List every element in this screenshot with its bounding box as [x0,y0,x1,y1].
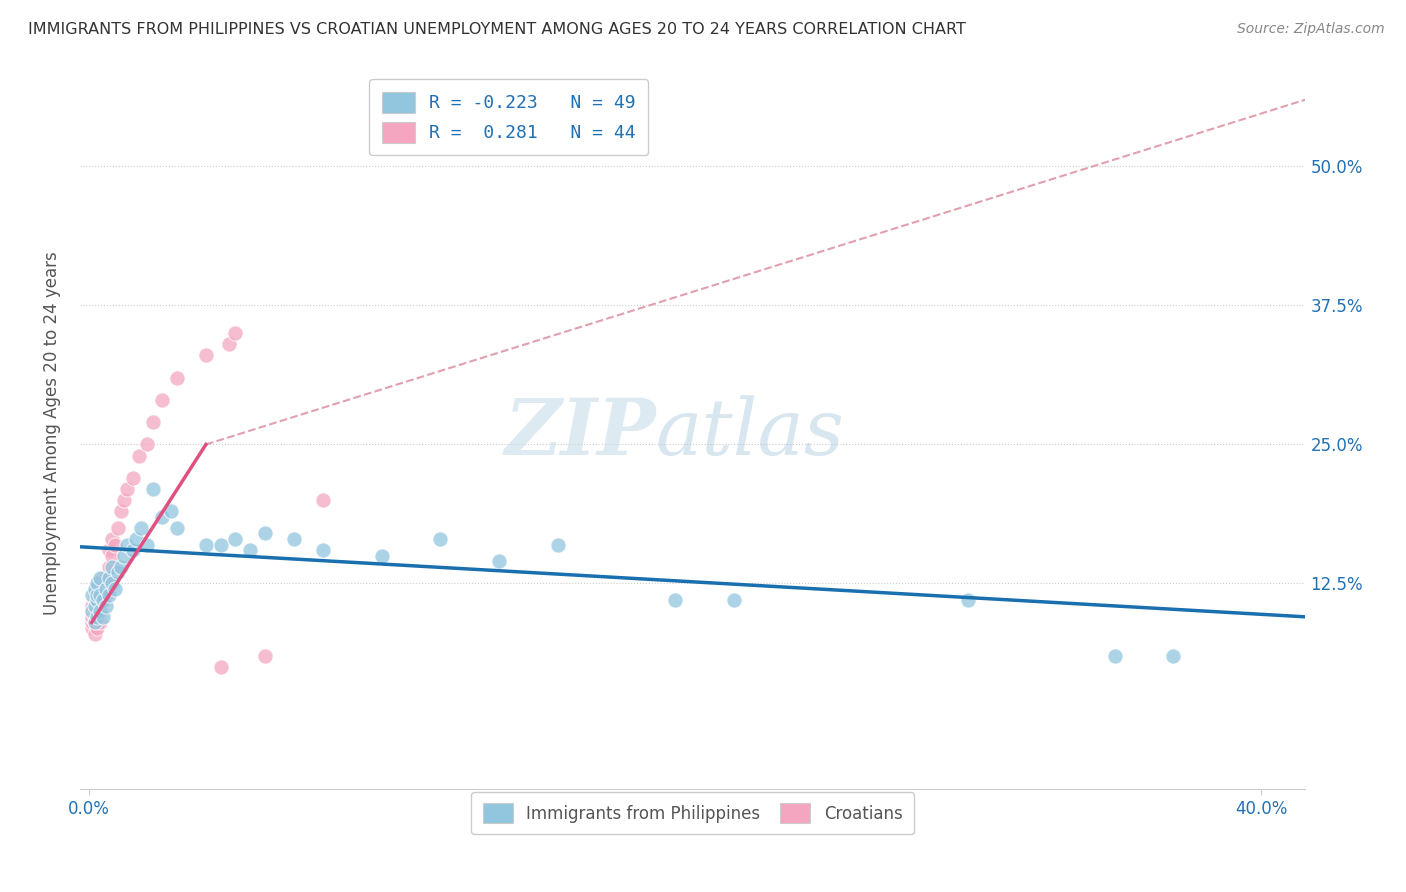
Point [104,582,127,596]
Point [80,610,103,624]
Point [121,471,143,485]
Point [86,588,108,602]
Point [83,593,105,607]
Point [283,532,305,546]
Point [80,604,103,618]
Point [312,493,335,508]
Point [98,559,121,574]
Point [101,576,124,591]
Point [166,370,188,384]
Point [86,582,108,596]
Text: IMMIGRANTS FROM PHILIPPINES VS CROATIAN UNEMPLOYMENT AMONG AGES 20 TO 24 YEARS C: IMMIGRANTS FROM PHILIPPINES VS CROATIAN … [28,22,966,37]
Y-axis label: Unemployment Among Ages 20 to 24 years: Unemployment Among Ages 20 to 24 years [44,252,60,615]
Point [89,588,111,602]
Point [101,549,124,563]
Point [83,610,105,624]
Point [86,621,108,635]
Point [83,604,105,618]
Point [89,615,111,630]
Point [110,559,132,574]
Point [96,588,118,602]
Point [86,593,108,607]
Point [83,582,105,596]
Point [664,593,686,607]
Point [110,504,132,518]
Point [547,537,569,551]
Point [112,549,135,563]
Point [312,543,335,558]
Text: Source: ZipAtlas.com: Source: ZipAtlas.com [1237,22,1385,37]
Point [91,610,114,624]
Point [166,521,188,535]
Point [91,582,114,596]
Point [150,509,173,524]
Point [723,593,745,607]
Point [136,537,159,551]
Point [80,604,103,618]
Point [83,615,105,630]
Point [86,610,108,624]
Point [89,604,111,618]
Point [86,576,108,591]
Point [107,566,129,580]
Point [142,415,165,429]
Point [253,526,276,541]
Point [131,521,153,535]
Point [224,532,246,546]
Point [98,543,121,558]
Point [101,532,124,546]
Point [128,449,150,463]
Legend: Immigrants from Philippines, Croatians: Immigrants from Philippines, Croatians [471,792,914,834]
Point [224,326,246,341]
Text: ZIP: ZIP [505,395,655,472]
Point [159,504,181,518]
Point [83,626,105,640]
Point [83,588,105,602]
Point [86,593,108,607]
Point [89,588,111,602]
Point [112,493,135,508]
Point [91,593,114,607]
Point [136,437,159,451]
Point [239,543,262,558]
Point [104,537,127,551]
Point [1163,648,1185,663]
Point [80,588,103,602]
Point [101,559,124,574]
Point [488,554,510,568]
Point [80,621,103,635]
Point [121,543,143,558]
Point [86,610,108,624]
Point [96,582,118,596]
Point [107,521,129,535]
Point [218,337,240,351]
Point [91,571,114,585]
Point [253,648,276,663]
Point [89,571,111,585]
Point [1104,648,1126,663]
Point [89,604,111,618]
Point [83,615,105,630]
Point [86,604,108,618]
Point [142,482,165,496]
Point [115,537,138,551]
Point [150,392,173,407]
Point [80,599,103,613]
Point [957,593,980,607]
Text: atlas: atlas [655,395,845,472]
Point [429,532,451,546]
Point [209,660,232,674]
Point [194,537,217,551]
Point [80,615,103,630]
Point [96,571,118,585]
Point [98,588,121,602]
Point [115,482,138,496]
Point [124,532,146,546]
Point [96,599,118,613]
Point [371,549,394,563]
Point [209,537,232,551]
Point [98,571,121,585]
Point [194,349,217,363]
Point [83,599,105,613]
